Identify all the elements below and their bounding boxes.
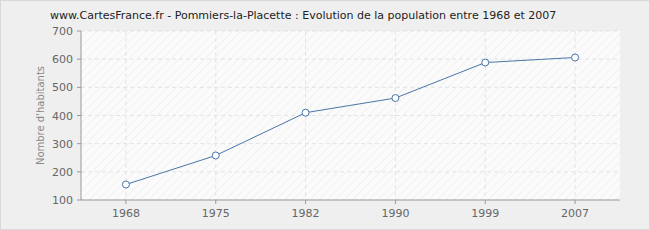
data-point <box>122 181 129 188</box>
title: www.CartesFrance.fr - Pommiers-la-Placet… <box>50 9 556 22</box>
grid-line <box>81 171 620 172</box>
data-point <box>392 95 399 102</box>
tick-mark <box>77 59 81 60</box>
tick-mark <box>77 31 81 32</box>
grid-line <box>215 31 216 200</box>
data-line <box>126 57 575 184</box>
data-point <box>302 109 309 116</box>
tick-mark <box>305 200 306 204</box>
tick-mark <box>125 200 126 204</box>
grid-line <box>81 200 620 201</box>
background <box>1 1 650 230</box>
x-tick-label: 1968 <box>112 207 140 220</box>
tick-mark <box>395 200 396 204</box>
data-point <box>572 54 579 61</box>
x-tick-label: 1999 <box>471 207 499 220</box>
y-tick-label: 600 <box>52 53 73 66</box>
x-tick-label: 1975 <box>202 207 230 220</box>
grid-line <box>81 143 620 144</box>
tick-mark <box>77 115 81 116</box>
grid-line <box>81 87 620 88</box>
y-tick-label: 400 <box>52 110 73 123</box>
data-group <box>122 54 578 188</box>
chart-container: 100 200 300 400 500 600 700 1968 1975 1982 1990 199… <box>0 0 650 230</box>
y-axis-label: Nombre d'habitants <box>35 66 46 165</box>
tick-mark <box>77 87 81 88</box>
plot-area <box>81 31 620 200</box>
y-tick-label: 300 <box>52 138 73 151</box>
tick-mark <box>575 200 576 204</box>
y-tick-label: 200 <box>52 166 73 179</box>
grid-line <box>81 31 620 32</box>
tick-mark <box>77 200 81 201</box>
y-tick-label: 500 <box>52 81 73 94</box>
x-tick-label: 1982 <box>292 207 320 220</box>
grid-line <box>395 31 396 200</box>
y-tick-label: 700 <box>52 25 73 38</box>
grid-line <box>485 31 486 200</box>
grid-line <box>125 31 126 200</box>
data-point <box>482 59 489 66</box>
x-tick-label: 2007 <box>561 207 589 220</box>
tick-mark <box>485 200 486 204</box>
tick-mark <box>77 143 81 144</box>
y-tick-label: 100 <box>52 194 73 207</box>
grid-line <box>81 115 620 116</box>
tick-mark <box>215 200 216 204</box>
data-point <box>212 152 219 159</box>
tick-mark <box>77 171 81 172</box>
chart-svg: 100 200 300 400 500 600 700 1968 1975 1982 1990 199… <box>0 0 650 230</box>
x-axis <box>81 200 620 201</box>
x-tick-label: 1990 <box>381 207 409 220</box>
y-axis <box>81 31 82 200</box>
